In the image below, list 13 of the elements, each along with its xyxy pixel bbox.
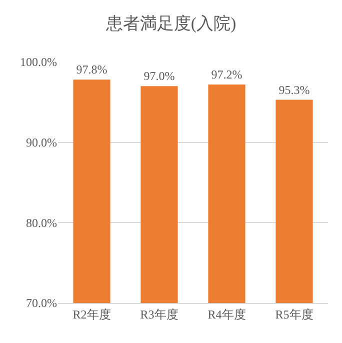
x-tick-label: R2年度 (72, 307, 111, 322)
y-tick-label: 100.0% (20, 55, 57, 70)
x-tick-label: R4年度 (208, 307, 246, 322)
data-label: 95.3% (278, 82, 310, 97)
x-tick-label: R5年度 (275, 307, 314, 322)
y-tick-label: 80.0% (26, 216, 57, 230)
x-tick-label: R3年度 (140, 307, 178, 322)
data-label: 97.8% (76, 62, 108, 77)
chart-title: 患者満足度(入院) (104, 14, 236, 34)
data-label: 97.0% (144, 69, 175, 84)
y-tick-label: 70.0% (26, 296, 57, 310)
data-label: 97.2% (211, 67, 242, 82)
y-tick-label: 90.0% (26, 136, 57, 150)
